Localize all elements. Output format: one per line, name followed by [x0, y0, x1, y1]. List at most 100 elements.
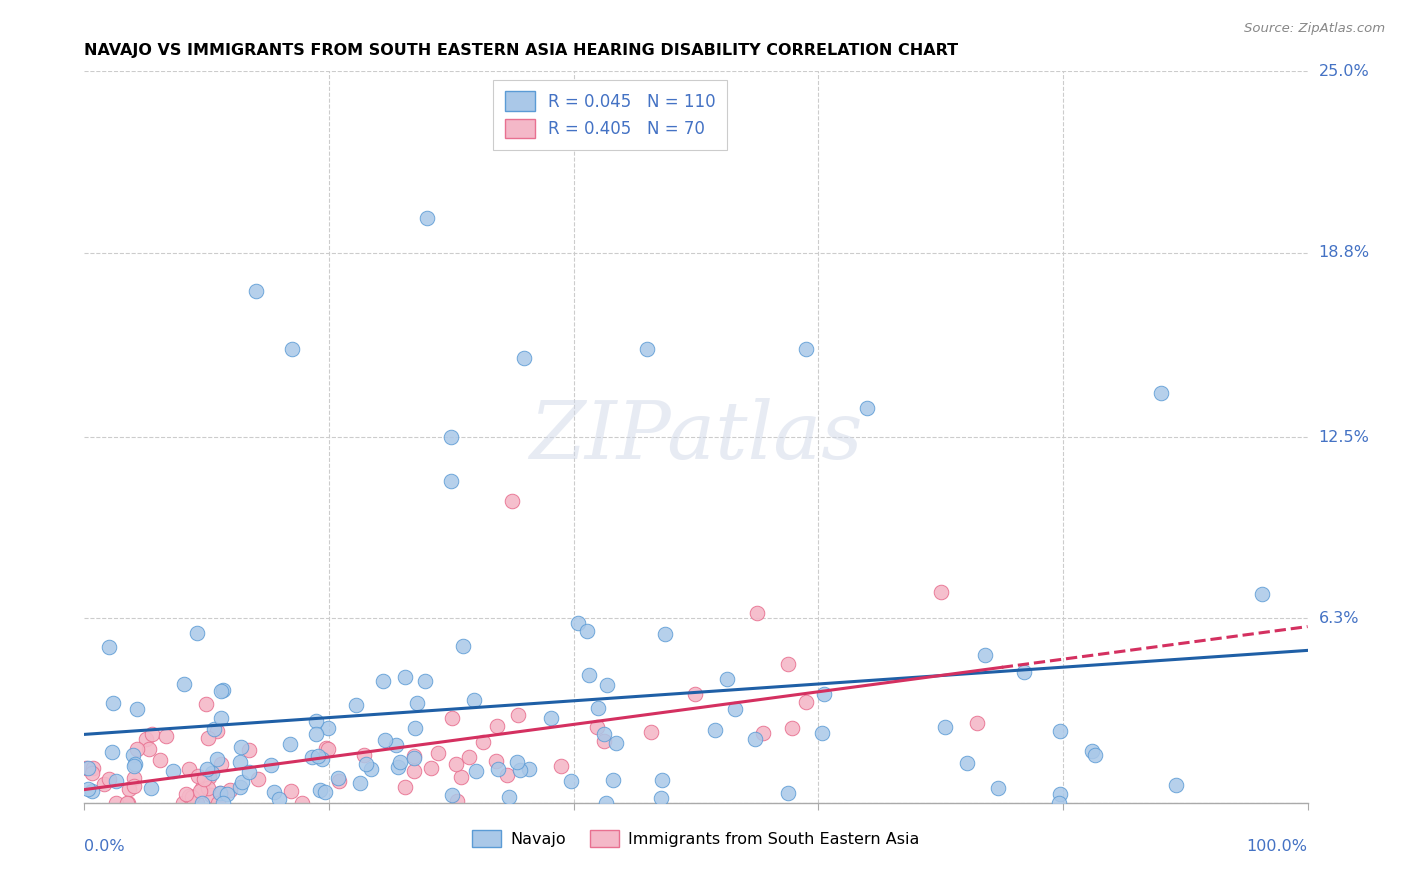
Point: [231, 775, 253, 789]
Point: [172, 796, 194, 810]
Point: [218, 783, 240, 797]
Point: [402, 764, 425, 779]
Point: [486, 762, 509, 776]
Point: [567, 616, 589, 631]
Point: [97, 640, 120, 654]
Point: [93, 777, 115, 791]
Point: [394, 780, 416, 794]
Point: [513, 351, 536, 366]
Point: [446, 794, 468, 808]
Point: [440, 789, 463, 803]
Point: [229, 755, 252, 769]
Point: [585, 720, 607, 734]
Point: [374, 733, 396, 747]
Text: 0.0%: 0.0%: [84, 839, 125, 855]
Legend: Navajo, Immigrants from South Eastern Asia: Navajo, Immigrants from South Eastern As…: [465, 824, 927, 854]
Point: [301, 749, 323, 764]
Point: [416, 211, 439, 225]
Point: [463, 693, 485, 707]
Point: [780, 722, 803, 736]
Point: [314, 785, 336, 799]
Point: [987, 780, 1010, 795]
Point: [202, 722, 225, 736]
Point: [305, 727, 328, 741]
Point: [394, 670, 416, 684]
Point: [281, 343, 304, 357]
Point: [506, 707, 529, 722]
Point: [211, 757, 233, 772]
Point: [245, 284, 267, 298]
Point: [291, 796, 314, 810]
Point: [472, 735, 495, 749]
Point: [373, 673, 395, 688]
Point: [413, 674, 436, 689]
Point: [724, 702, 747, 716]
Point: [349, 776, 371, 790]
Point: [104, 774, 127, 789]
Point: [502, 494, 524, 508]
Point: [405, 696, 427, 710]
Point: [181, 789, 204, 804]
Point: [540, 711, 562, 725]
Text: 12.5%: 12.5%: [1319, 430, 1369, 444]
Point: [640, 724, 662, 739]
Point: [125, 742, 148, 756]
Point: [246, 772, 269, 787]
Point: [201, 766, 224, 780]
Point: [402, 751, 425, 765]
Point: [207, 723, 229, 738]
Point: [173, 677, 195, 691]
Point: [465, 764, 488, 778]
Point: [124, 757, 146, 772]
Point: [602, 772, 624, 787]
Point: [1049, 723, 1071, 738]
Point: [595, 796, 617, 810]
Point: [122, 771, 145, 785]
Point: [209, 683, 232, 698]
Point: [101, 745, 124, 759]
Point: [229, 740, 252, 755]
Point: [207, 796, 229, 810]
Point: [420, 761, 443, 775]
Point: [485, 754, 508, 768]
Point: [575, 624, 598, 638]
Point: [138, 742, 160, 756]
Point: [550, 759, 572, 773]
Point: [195, 698, 218, 712]
Point: [498, 790, 520, 805]
Point: [966, 716, 988, 731]
Point: [440, 430, 463, 444]
Point: [934, 720, 956, 734]
Point: [141, 726, 163, 740]
Point: [238, 743, 260, 757]
Point: [75, 762, 97, 776]
Point: [125, 701, 148, 715]
Point: [200, 788, 222, 802]
Point: [260, 758, 283, 772]
Point: [191, 796, 214, 810]
Point: [77, 761, 100, 775]
Point: [360, 762, 382, 776]
Point: [517, 763, 540, 777]
Point: [427, 746, 450, 760]
Point: [278, 737, 301, 751]
Point: [197, 762, 219, 776]
Point: [811, 725, 834, 739]
Point: [929, 585, 952, 599]
Point: [353, 747, 375, 762]
Point: [307, 749, 329, 764]
Point: [209, 711, 232, 725]
Point: [1049, 787, 1071, 801]
Point: [1150, 386, 1173, 401]
Point: [776, 657, 799, 671]
Point: [162, 764, 184, 778]
Point: [326, 771, 349, 785]
Point: [496, 768, 519, 782]
Point: [179, 762, 201, 776]
Point: [118, 782, 141, 797]
Text: 18.8%: 18.8%: [1319, 245, 1369, 260]
Text: 100.0%: 100.0%: [1247, 839, 1308, 855]
Point: [115, 796, 138, 810]
Point: [592, 734, 614, 748]
Point: [486, 719, 509, 733]
